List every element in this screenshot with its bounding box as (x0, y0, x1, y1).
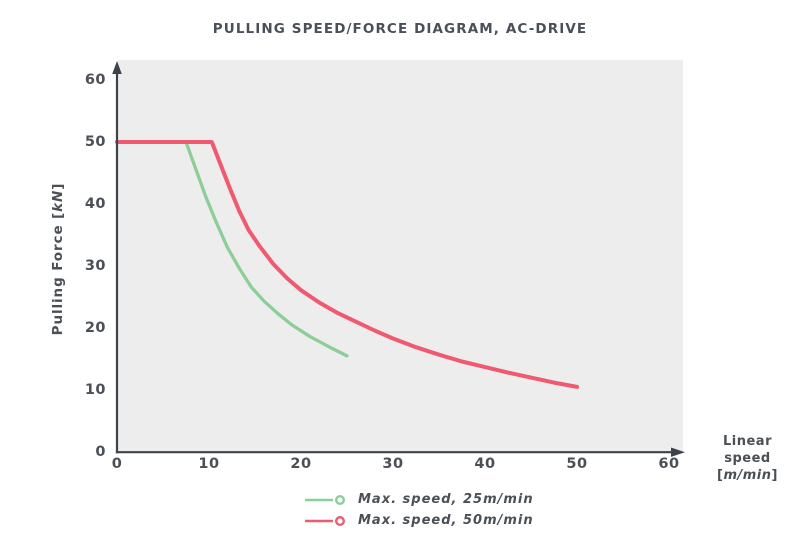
x-tick-label: 0 (111, 456, 123, 472)
y-tick-label: 30 (84, 258, 106, 274)
x-tick-label: 40 (474, 456, 496, 472)
x-axis-title: Linear speed [m/min] (699, 433, 796, 484)
legend-marker-red (305, 515, 346, 526)
y-tick-label: 0 (95, 444, 106, 460)
legend-circle-green (335, 494, 346, 505)
x-axis-unit-bracket-open: [ (717, 468, 724, 484)
x-tick-label: 50 (566, 456, 588, 472)
y-axis-title-bracket: ] (50, 182, 66, 190)
legend-label-50m-min: Max. speed, 50m/min (358, 513, 534, 528)
legend-circle-red (335, 515, 346, 526)
y-axis-arrow-icon (112, 61, 122, 74)
legend-marker-green (305, 494, 346, 505)
chart-title: PULLING SPEED/FORCE DIAGRAM, AC-DRIVE (212, 21, 588, 37)
x-axis-title-line1: Linear (723, 434, 772, 449)
plot-background (118, 60, 683, 452)
x-axis-title-line2: speed (724, 451, 771, 467)
y-tick-label: 20 (84, 320, 106, 336)
chart-legend: Max. speed, 25m/min Max. speed, 50m/min (303, 489, 534, 531)
y-tick-label: 10 (84, 382, 106, 398)
y-tick-label: 40 (84, 196, 106, 212)
legend-item-50m-min: Max. speed, 50m/min (303, 510, 534, 531)
legend-label-25m-min: Max. speed, 25m/min (358, 492, 534, 507)
legend-item-25m-min: Max. speed, 25m/min (303, 489, 534, 510)
x-tick-label: 10 (198, 456, 220, 472)
x-tick-label: 30 (382, 456, 404, 472)
series-line-50m-min (115, 140, 579, 389)
x-axis-arrow-icon (671, 447, 685, 457)
y-tick-label: 50 (84, 134, 106, 150)
series-line-25m-min (115, 140, 349, 358)
y-tick-label: 60 (84, 72, 106, 88)
x-tick-label: 20 (290, 456, 312, 472)
x-axis-unit-bracket-close: ] (771, 468, 778, 484)
x-tick-label: 60 (658, 456, 680, 472)
x-axis-unit: m/min (723, 468, 772, 484)
x-axis-title-line3: [m/min] (699, 467, 796, 484)
